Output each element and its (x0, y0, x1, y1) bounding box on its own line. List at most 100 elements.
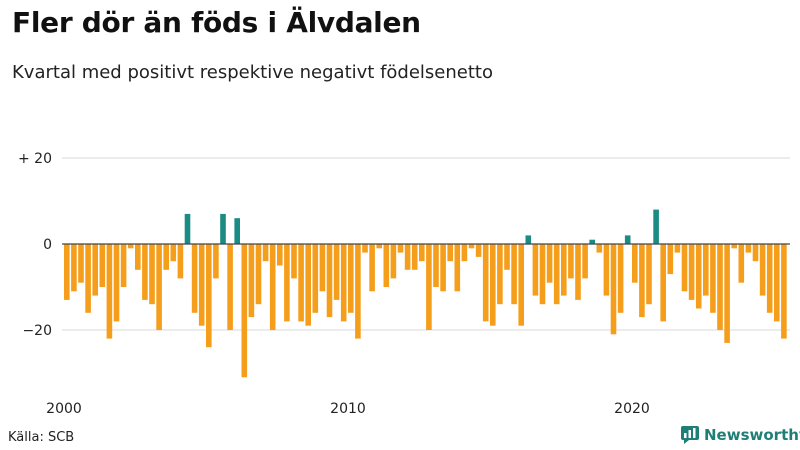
bar (340, 244, 347, 322)
bar (539, 244, 546, 305)
bar (269, 244, 276, 330)
bar (681, 244, 688, 292)
x-tick-label: 2010 (330, 401, 366, 417)
bar (525, 235, 532, 244)
bar (759, 244, 766, 296)
y-tick-label: 0 (43, 237, 52, 253)
bar (241, 244, 248, 378)
bar (717, 244, 723, 330)
bar (78, 244, 84, 283)
bar (639, 244, 645, 318)
bar (248, 244, 255, 318)
bar (575, 244, 581, 300)
bar (582, 244, 588, 279)
bar (454, 244, 461, 292)
bar (362, 244, 368, 253)
bar (468, 244, 475, 249)
newsworthy-logo-icon (681, 426, 699, 444)
bar (333, 244, 340, 300)
bar (85, 244, 91, 313)
bar (653, 209, 659, 244)
chart-subtitle: Kvartal med positivt respektive negativt… (12, 62, 493, 83)
bar (703, 244, 709, 296)
bar (447, 244, 453, 262)
bar (532, 244, 539, 296)
x-tick-label: 2000 (46, 401, 82, 417)
bar (433, 244, 439, 287)
bar (127, 244, 134, 249)
bar (546, 244, 553, 283)
bar (277, 244, 283, 266)
bar (390, 244, 397, 279)
bar (355, 244, 361, 339)
bar (603, 244, 610, 296)
bar (404, 244, 411, 270)
bar (752, 244, 759, 262)
bar (561, 244, 567, 296)
bar (191, 244, 198, 313)
bar (774, 244, 780, 322)
bar (64, 244, 70, 300)
bar (688, 244, 695, 300)
bar (213, 244, 219, 279)
bar (326, 244, 333, 318)
bar (184, 213, 191, 244)
bar (553, 244, 560, 305)
x-tick-label: 2020 (614, 401, 650, 417)
bar (632, 244, 638, 283)
bar (624, 235, 631, 244)
bar (738, 244, 745, 283)
bar (305, 244, 311, 326)
bar (383, 244, 390, 287)
bar (461, 244, 468, 262)
bar (255, 244, 262, 305)
bar (511, 244, 517, 305)
bar (198, 244, 205, 326)
source-note: Källa: SCB (8, 430, 75, 445)
bar (766, 244, 773, 313)
bar (504, 244, 510, 270)
chart-title: Fler dör än föds i Älvdalen (12, 6, 421, 39)
bar (710, 244, 716, 313)
bar (490, 244, 496, 326)
bar (617, 244, 624, 313)
bar (646, 244, 652, 305)
bar (667, 244, 674, 275)
bar (291, 244, 297, 279)
bar (610, 244, 617, 335)
bar (781, 244, 787, 339)
bar (177, 244, 184, 279)
bar (397, 244, 404, 253)
bar (135, 244, 141, 270)
bar (170, 244, 177, 262)
bar (596, 244, 603, 253)
brand-name: Newsworthy (704, 426, 800, 444)
bar (724, 244, 730, 343)
bar (419, 244, 425, 262)
bar (518, 244, 524, 326)
brand-logo[interactable]: Newsworthy (681, 426, 800, 444)
bar (106, 244, 113, 339)
bar (660, 244, 666, 322)
bar (319, 244, 326, 292)
bar (262, 244, 269, 262)
y-tick-label: −20 (22, 323, 52, 339)
bar (142, 244, 148, 300)
bar (234, 218, 240, 244)
bar (426, 244, 432, 330)
bar (149, 244, 155, 305)
bar (745, 244, 752, 253)
bar (71, 244, 77, 292)
bar (163, 244, 169, 270)
bar (120, 244, 127, 287)
bar (695, 244, 702, 309)
bar (113, 244, 120, 322)
y-tick-label: + 20 (18, 151, 52, 167)
bar (369, 244, 375, 292)
bar (731, 244, 737, 249)
bar (440, 244, 446, 292)
bar (376, 244, 382, 249)
bar (206, 244, 212, 348)
bar (497, 244, 503, 305)
